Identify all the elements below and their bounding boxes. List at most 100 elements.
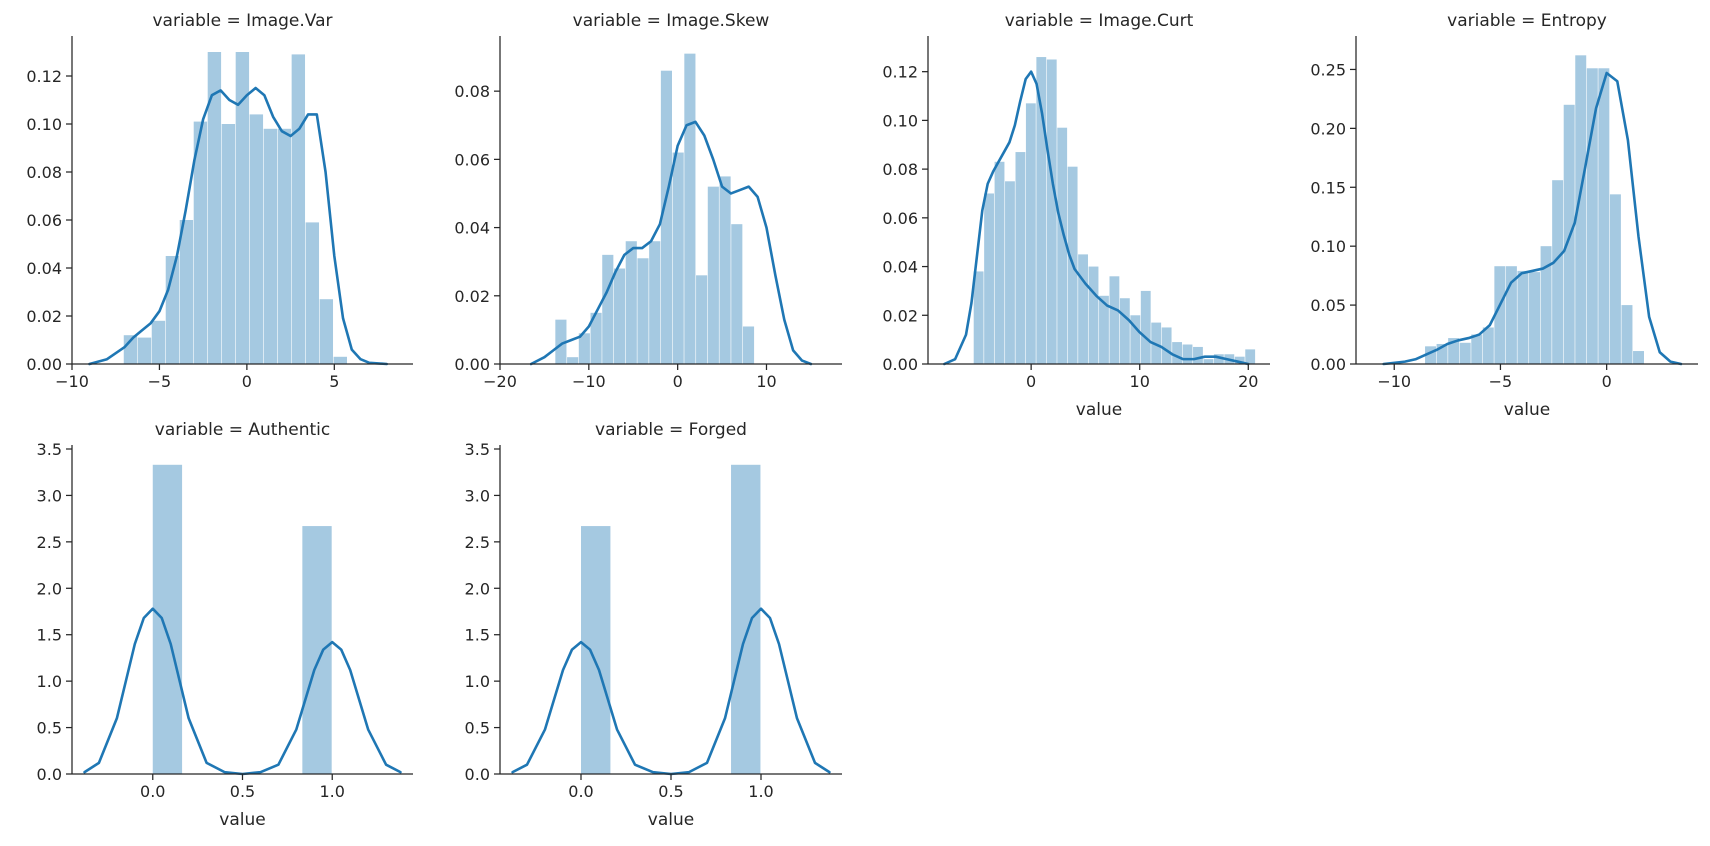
kde-curve bbox=[942, 70, 1250, 366]
y-tick-label: 0.04 bbox=[454, 219, 490, 238]
x-tick-label: −20 bbox=[483, 372, 517, 391]
histogram-bar bbox=[672, 152, 684, 364]
histogram-bar bbox=[1609, 194, 1621, 364]
y-tick-label: 0.06 bbox=[882, 209, 918, 228]
y-tick-label: 2.5 bbox=[37, 533, 62, 552]
y-tick-label: 0.00 bbox=[26, 355, 62, 374]
y-tick-label: 0.06 bbox=[26, 211, 62, 230]
histogram-bar bbox=[742, 326, 755, 364]
y-tick-label: 0.08 bbox=[882, 160, 918, 179]
y-tick-label: 0.00 bbox=[882, 355, 918, 374]
panel-title: variable = Image.Skew bbox=[573, 11, 770, 31]
histogram-bar bbox=[1213, 354, 1224, 364]
histogram-bar bbox=[1459, 342, 1471, 364]
kde-curve bbox=[529, 120, 813, 366]
histogram-bar bbox=[1025, 103, 1036, 364]
panel-title: variable = Forged bbox=[595, 420, 747, 440]
histogram-bar bbox=[602, 254, 614, 364]
histogram-bar bbox=[319, 299, 334, 364]
x-tick-label: −10 bbox=[55, 372, 89, 391]
histogram-bar bbox=[1172, 342, 1182, 364]
x-tick-label: −5 bbox=[1489, 372, 1513, 391]
x-tick-label: 0 bbox=[1602, 372, 1612, 391]
histogram-bar bbox=[235, 52, 250, 364]
panel-title: variable = Authentic bbox=[155, 420, 330, 440]
y-tick-label: 0.10 bbox=[26, 115, 62, 134]
x-tick-label: 10 bbox=[1130, 372, 1150, 391]
histogram-bar bbox=[249, 114, 264, 365]
x-tick-label: 0.0 bbox=[140, 782, 165, 801]
y-tick-label: 0.02 bbox=[882, 306, 918, 325]
x-tick-label: −5 bbox=[148, 372, 172, 391]
histogram-bar bbox=[151, 320, 166, 364]
histogram-bar bbox=[1161, 327, 1172, 364]
histogram-bar bbox=[660, 70, 672, 364]
histogram-bar bbox=[1046, 59, 1057, 365]
histogram-bar bbox=[1505, 266, 1517, 364]
histogram-bar bbox=[302, 526, 332, 774]
histogram-bar bbox=[637, 258, 649, 364]
histogram-bar bbox=[1109, 276, 1120, 364]
histogram-bars bbox=[152, 464, 332, 774]
histogram-bar bbox=[613, 268, 626, 364]
histogram-bar bbox=[1575, 55, 1587, 364]
histogram-bar bbox=[1586, 68, 1598, 364]
histogram-bar bbox=[625, 241, 637, 364]
x-tick-label: 0.5 bbox=[658, 782, 683, 801]
kde-curve bbox=[511, 607, 831, 776]
facet-panel-forged: variable = Forged value 0.0 0.5 1.0 1.5 2.0 2… bbox=[465, 420, 842, 830]
y-tick-label: 0.02 bbox=[26, 307, 62, 326]
y-tick-label: 0.15 bbox=[1310, 178, 1346, 197]
histogram-bars bbox=[123, 52, 347, 365]
y-tick-label: 0.08 bbox=[454, 82, 490, 101]
histogram-bar bbox=[207, 52, 222, 364]
histogram-bar bbox=[731, 224, 743, 364]
y-tick-label: 2.5 bbox=[465, 533, 490, 552]
histogram-bar bbox=[1015, 152, 1026, 364]
histogram-bar bbox=[1057, 127, 1068, 364]
histogram-bar bbox=[221, 124, 236, 364]
histogram-bar bbox=[1540, 246, 1552, 364]
facet-panel-image-skew: variable = Image.Skew 0.00 0.02 0.04 0.06 0.… bbox=[454, 11, 842, 391]
histogram-bar bbox=[179, 220, 194, 364]
histogram-bar bbox=[984, 193, 994, 364]
histogram-bar bbox=[1621, 305, 1633, 364]
histogram-bar bbox=[152, 464, 183, 774]
histogram-bar bbox=[1140, 290, 1151, 364]
x-tick-label: 1.0 bbox=[320, 782, 345, 801]
x-tick-label: −10 bbox=[1377, 372, 1411, 391]
histogram-bar bbox=[291, 54, 306, 365]
histogram-bar bbox=[1633, 351, 1644, 364]
panel-title: variable = Entropy bbox=[1447, 11, 1607, 31]
y-tick-label: 2.0 bbox=[465, 579, 490, 598]
facet-panel-authentic: variable = Authentic value 0.0 0.5 1.0 1.5 2… bbox=[37, 420, 413, 830]
histogram-bar bbox=[1245, 349, 1256, 364]
histogram-bar bbox=[731, 464, 761, 774]
histogram-bar bbox=[1598, 68, 1610, 364]
histogram-bar bbox=[1088, 266, 1099, 364]
kde-curve bbox=[1382, 71, 1683, 366]
y-tick-label: 3.0 bbox=[37, 486, 62, 505]
histogram-bar bbox=[1482, 327, 1494, 364]
x-axis-label: value bbox=[1504, 400, 1550, 420]
histogram-bar bbox=[263, 128, 278, 364]
y-tick-label: 3.5 bbox=[37, 440, 62, 459]
histogram-bar bbox=[555, 319, 567, 364]
histogram-bar bbox=[1119, 298, 1130, 364]
y-tick-label: 1.0 bbox=[465, 672, 490, 691]
histogram-bar bbox=[305, 222, 320, 364]
panel-title: variable = Image.Curt bbox=[1005, 11, 1194, 31]
histogram-bars bbox=[1425, 55, 1644, 365]
y-tick-label: 0.10 bbox=[1310, 237, 1346, 256]
y-tick-label: 1.5 bbox=[465, 626, 490, 645]
histogram-bar bbox=[1552, 180, 1564, 364]
x-axis-label: value bbox=[1076, 400, 1122, 420]
x-axis-label: value bbox=[219, 810, 265, 830]
histogram-bar bbox=[193, 121, 208, 364]
histogram-bar bbox=[578, 333, 590, 364]
kde-curve bbox=[83, 607, 402, 776]
x-tick-label: 0.5 bbox=[230, 782, 255, 801]
histogram-bar bbox=[590, 312, 602, 364]
x-tick-label: 0 bbox=[242, 372, 252, 391]
